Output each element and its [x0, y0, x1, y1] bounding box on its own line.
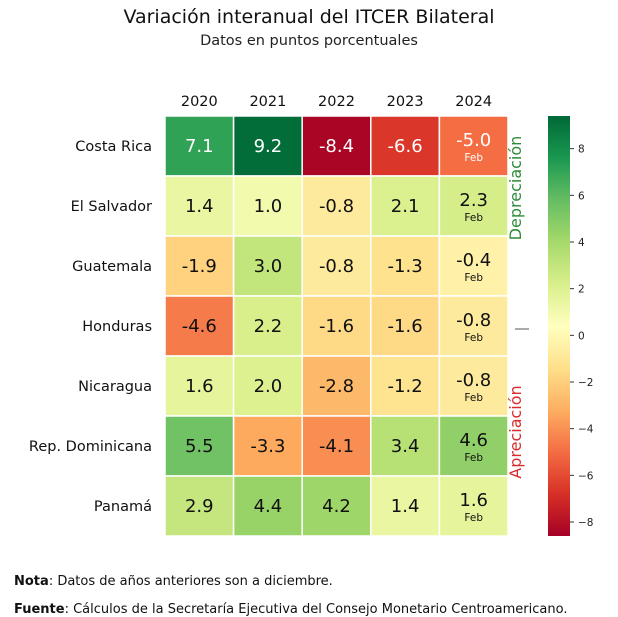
heatmap-cell — [232, 355, 303, 417]
cell-value-label: 2.0 — [254, 376, 283, 397]
heatmap-cell — [164, 235, 235, 297]
colorbar-tick-label: −4 — [578, 424, 594, 436]
cell-value-label: 4.4 — [254, 496, 283, 517]
row-label: Guatemala — [72, 259, 152, 275]
heatmap-cell — [301, 115, 372, 177]
column-label: 2020 — [181, 94, 218, 110]
cell-value-label: 2.1 — [391, 196, 420, 217]
colorbar-tick-label: −2 — [578, 377, 593, 389]
heatmap-cell — [438, 415, 509, 477]
cell-value-label: -0.8 — [319, 256, 354, 277]
cell-value-label: -1.3 — [388, 256, 423, 277]
heatmap-cell — [301, 475, 372, 537]
cell-value-label: 3.4 — [391, 436, 420, 457]
heatmap-cell — [232, 235, 303, 297]
cell-value-label: 1.6 — [459, 490, 488, 511]
cell-value-label: 3.0 — [254, 256, 283, 277]
cell-value-label: -0.8 — [456, 370, 491, 391]
cell-value-label: -1.9 — [182, 256, 217, 277]
heatmap-cell — [438, 355, 509, 417]
heatmap-cell — [438, 295, 509, 357]
cell-value-label: -5.0 — [456, 130, 491, 151]
row-label: El Salvador — [71, 199, 152, 215]
colorbar-tick-label: 6 — [578, 190, 585, 202]
heatmap-cell — [164, 415, 235, 477]
cell-value-label: 1.0 — [254, 196, 283, 217]
heatmap-cell — [301, 235, 372, 297]
colorbar-tick-label: −8 — [578, 517, 593, 529]
colorbar-tick-label: 8 — [578, 144, 585, 156]
colorbar-tick-label: −6 — [578, 470, 594, 482]
source-label: Fuente — [14, 602, 65, 617]
row-label: Costa Rica — [75, 139, 152, 155]
source-line: Fuente: Cálculos de la Secretaría Ejecut… — [14, 602, 567, 617]
heatmap-cell — [301, 415, 372, 477]
cell-sublabel: Feb — [464, 332, 483, 344]
chart-subtitle: Datos en puntos porcentuales — [200, 33, 418, 49]
row-label: Rep. Dominicana — [29, 439, 152, 455]
colorbar-tick-label: 4 — [578, 237, 585, 249]
heatmap-cell — [370, 295, 441, 357]
source-text: : Cálculos de la Secretaría Ejecutiva de… — [64, 602, 568, 617]
cell-value-label: 5.5 — [185, 436, 214, 457]
cell-value-label: -1.2 — [388, 376, 423, 397]
note-label: Nota — [14, 574, 49, 589]
side-label-depreciation: Depreciación — [506, 136, 525, 241]
heatmap-cell — [370, 355, 441, 417]
cell-sublabel: Feb — [464, 512, 483, 524]
colorbar-tick-label: 0 — [578, 330, 585, 342]
cell-value-label: -2.8 — [319, 376, 354, 397]
cell-value-label: 1.4 — [391, 496, 420, 517]
cell-value-label: -0.8 — [319, 196, 354, 217]
heatmap-cell — [301, 295, 372, 357]
column-label: 2022 — [318, 94, 355, 110]
side-label-appreciation: Apreciación — [506, 385, 525, 478]
row-label: Panamá — [94, 499, 152, 515]
column-label: 2021 — [249, 94, 286, 110]
cell-sublabel: Feb — [464, 452, 483, 464]
cell-value-label: -8.4 — [319, 136, 354, 157]
cell-value-label: 4.2 — [322, 496, 351, 517]
cell-value-label: -6.6 — [388, 136, 423, 157]
heatmap-cell — [370, 475, 441, 537]
heatmap-cell — [164, 175, 235, 237]
note-text: : Datos de años anteriores son a diciemb… — [48, 574, 333, 589]
cell-value-label: 4.6 — [459, 430, 488, 451]
heatmap-cell — [438, 475, 509, 537]
heatmap-cell — [438, 175, 509, 237]
cell-value-label: -1.6 — [388, 316, 423, 337]
cell-value-label: -1.6 — [319, 316, 354, 337]
cell-sublabel: Feb — [464, 392, 483, 404]
cell-value-label: -0.8 — [456, 310, 491, 331]
cell-sublabel: Feb — [464, 212, 483, 224]
cell-value-label: -3.3 — [250, 436, 285, 457]
heatmap-cell — [164, 115, 235, 177]
cell-value-label: -4.1 — [319, 436, 354, 457]
cell-value-label: -0.4 — [456, 250, 491, 271]
cell-value-label: 9.2 — [254, 136, 283, 157]
cell-sublabel: Feb — [464, 272, 483, 284]
row-label: Honduras — [82, 319, 152, 335]
chart-title: Variación interanual del ITCER Bilateral — [123, 6, 495, 28]
footnote: Nota: Datos de años anteriores son a dic… — [14, 574, 333, 589]
cell-value-label: -4.6 — [182, 316, 217, 337]
heatmap-cell — [164, 475, 235, 537]
cell-value-label: 2.2 — [254, 316, 283, 337]
cell-value-label: 1.6 — [185, 376, 214, 397]
heatmap-chart: 2020 2021 2022 2023 2024 Costa Rica El Salvado… — [29, 94, 594, 537]
cell-value-label: 2.3 — [459, 190, 488, 211]
cell-value-label: 7.1 — [185, 136, 214, 157]
cell-value-label: 1.4 — [185, 196, 214, 217]
column-label: 2023 — [387, 94, 424, 110]
cell-value-label: 2.9 — [185, 496, 214, 517]
colorbar-tick-label: 2 — [578, 284, 585, 296]
cell-sublabel: Feb — [464, 152, 483, 164]
colorbar — [548, 116, 570, 536]
heatmap-cell — [232, 475, 303, 537]
heatmap-cell — [370, 415, 441, 477]
row-label: Nicaragua — [78, 379, 152, 395]
column-label: 2024 — [455, 94, 492, 110]
heatmap-cell — [370, 175, 441, 237]
heatmap-cell — [370, 115, 441, 177]
